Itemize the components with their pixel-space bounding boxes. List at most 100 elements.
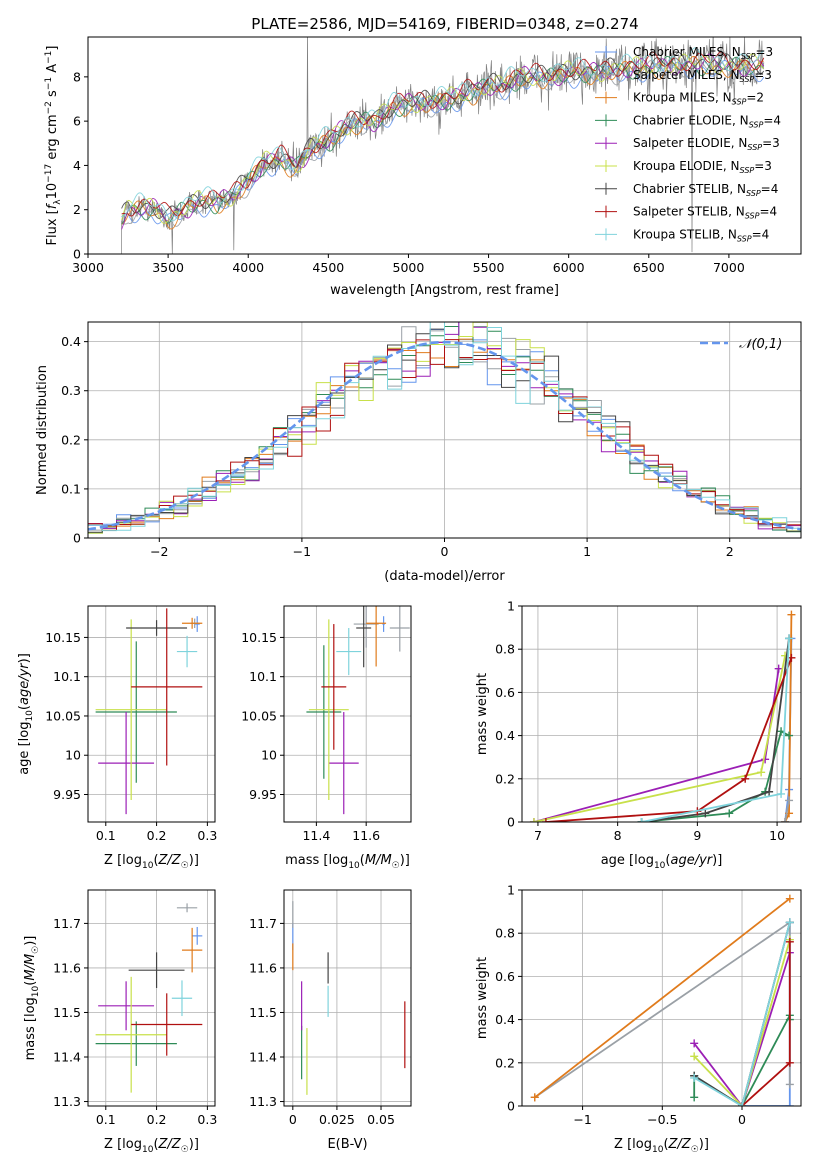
errorbar-kroupa-miles xyxy=(366,606,387,667)
weight-point-marker xyxy=(785,1058,794,1067)
weight-line-kroupa-stelib xyxy=(690,918,794,1106)
massweight_vs_Z-x-axis-label-part: ( xyxy=(663,1137,668,1152)
weight-line-salpeter-stelib xyxy=(541,653,796,822)
spectrum-y-axis-label-part: ] xyxy=(45,46,60,51)
plot-area xyxy=(88,890,215,1106)
spectrum-model-chabrier-stelib xyxy=(121,52,765,219)
massweight_vs_Z-x-axis-label-part: ☉ xyxy=(691,1145,699,1155)
axes-border xyxy=(87,36,802,255)
x-tick-label: 8 xyxy=(614,828,622,843)
x-tick-label: 0 xyxy=(441,544,449,559)
weight-point-marker xyxy=(785,1102,794,1106)
panel-residuals: −2 −1 0 1 2 0 0.1 0.2 0.3 0.4 𝒩(0,1) xyxy=(61,321,802,559)
axes-frame: 0.1 0.2 0.3 11.3 11.4 11.5 11.6 11.7 xyxy=(53,889,217,1127)
axes-border xyxy=(87,605,216,823)
x-tick-label: 0.05 xyxy=(367,1112,395,1127)
plot-area xyxy=(284,890,411,1106)
x-tick-label: 0 xyxy=(289,1112,297,1127)
residuals-y-axis-label: Normed distribution xyxy=(35,365,50,495)
x-tick-label: 0.1 xyxy=(96,828,116,843)
weight-line-path xyxy=(545,657,793,822)
y-tick-label: 4 xyxy=(73,158,81,173)
legend-label-value: =3 xyxy=(754,159,772,173)
errorbar-kroupa-miles xyxy=(181,927,203,973)
errorbar-chabrier-miles xyxy=(192,926,203,945)
axes-border xyxy=(283,889,412,1107)
errorbar-chabrier-elodie xyxy=(95,1021,177,1066)
legend-label-main: Salpeter STELIB, N xyxy=(633,205,745,219)
y-tick-label: 0.3 xyxy=(61,383,81,398)
figure-title: PLATE=2586, MJD=54169, FIBERID=0348, z=0… xyxy=(251,15,638,33)
weight-point-marker xyxy=(785,634,794,643)
spectrum-y-axis-label-part: A xyxy=(45,64,60,77)
mass_vs_Z-y-axis-label-part: M/M xyxy=(23,954,38,981)
legend-label-sub: SSP xyxy=(747,143,762,152)
weight-point-marker xyxy=(637,818,646,822)
massweight_vs_Z-x-axis-label-part: Z [log xyxy=(614,1137,652,1152)
errorbar-kroupa-miles xyxy=(181,617,203,629)
errorbar-salpeter-elodie xyxy=(328,712,359,815)
x-tick-label: 0 xyxy=(738,1112,746,1127)
panel-massweight_vs_Z: −1 −0.5 0 0 0.2 0.4 0.6 0.8 1 xyxy=(495,883,802,1127)
y-tick-label: 10.1 xyxy=(53,669,81,684)
y-tick-label: 0.2 xyxy=(61,432,81,447)
y-tick-label: 0.4 xyxy=(495,1012,515,1027)
y-tick-label: 0 xyxy=(73,531,81,546)
y-tick-label: 11.7 xyxy=(53,916,81,931)
legend-label: Kroupa ELODIE, NSSP=3 xyxy=(633,159,772,175)
y-tick-label: 10 xyxy=(65,748,81,763)
plot-area xyxy=(88,606,215,822)
errorbar-kroupa-stelib xyxy=(171,980,193,1017)
mass_vs_Z-x-axis-label-part: 10 xyxy=(142,1145,154,1155)
legend-label-main: Kroupa ELODIE, N xyxy=(633,159,740,173)
weight-point-marker xyxy=(738,1102,747,1106)
spectrum-model-kroupa-elodie xyxy=(121,53,765,224)
weight-point-marker xyxy=(530,1093,539,1102)
errorbar-kroupa-stelib xyxy=(336,627,362,676)
errorbar-salpeter-elodie xyxy=(98,981,155,1031)
errorbar-chabrier-stelib xyxy=(356,606,372,668)
errorbar-chabrier-miles xyxy=(382,616,385,632)
age_vs_mass-x-axis-label-part: 10 xyxy=(348,861,360,871)
panel-massweight_vs_age: 7 8 9 10 0 0.2 0.4 0.6 0.8 1 xyxy=(495,599,802,843)
errorbar-salpeter-stelib xyxy=(131,993,203,1056)
spectrum-y-axis-label-part: −2 xyxy=(44,101,54,114)
legend-label: Chabrier ELODIE, NSSP=4 xyxy=(633,113,781,129)
y-tick-label: 0 xyxy=(507,815,515,830)
x-tick-label: 2 xyxy=(726,544,734,559)
y-tick-label: 11.6 xyxy=(249,960,277,975)
axes-frame: 3000 3500 4000 4500 5000 5500 6000 6500 7000 0 2 4 6… xyxy=(72,36,802,275)
legend-label: Chabrier MILES, NSSP=3 xyxy=(633,45,773,61)
errorbar-salpeter-stelib xyxy=(131,608,203,766)
massweight_vs_Z-x-axis-label-part: )] xyxy=(699,1137,709,1152)
spectrum-y-axis-label-part: −1 xyxy=(44,77,54,90)
weight-point-marker xyxy=(690,1073,699,1082)
plot-area xyxy=(121,37,765,254)
weight-point-marker xyxy=(785,731,794,740)
x-tick-label: 11.4 xyxy=(302,828,330,843)
legend-label-sub: SSP xyxy=(740,75,755,84)
massweight_vs_age-x-axis-label-part: age/yr xyxy=(670,853,713,868)
legend-label-main: Kroupa STELIB, N xyxy=(633,227,737,241)
weight-line-salpeter-miles xyxy=(781,796,794,822)
x-tick-label: 11.6 xyxy=(352,828,380,843)
legend-label-sub: SSP xyxy=(746,189,761,198)
x-tick-label: −0.5 xyxy=(647,1112,677,1127)
legend-label-value: =3 xyxy=(754,68,772,82)
y-tick-label: 8 xyxy=(73,69,81,84)
spectrum-y-axis-label-part: erg cm xyxy=(45,114,60,163)
x-tick-label: 4500 xyxy=(312,260,344,275)
y-tick-label: 11.7 xyxy=(249,916,277,931)
errorbar-kroupa-elodie xyxy=(95,619,167,801)
age_vs_Z-x-axis-label-part: )] xyxy=(189,853,199,868)
spectrum-y-axis-label-part: f xyxy=(45,202,60,209)
spectrum-y-axis-label-part: −1 xyxy=(44,51,54,64)
mass_vs_Z-y-axis-label-part: 10 xyxy=(31,985,41,997)
y-tick-label: 0.1 xyxy=(61,481,81,496)
weight-point-marker xyxy=(690,1039,699,1048)
weight-line-path xyxy=(693,922,791,1106)
histogram-kroupa-stelib xyxy=(88,322,801,538)
age_vs_Z-y-axis-label-part: 10 xyxy=(25,710,35,722)
legend-label: Salpeter ELODIE, NSSP=3 xyxy=(633,136,780,152)
